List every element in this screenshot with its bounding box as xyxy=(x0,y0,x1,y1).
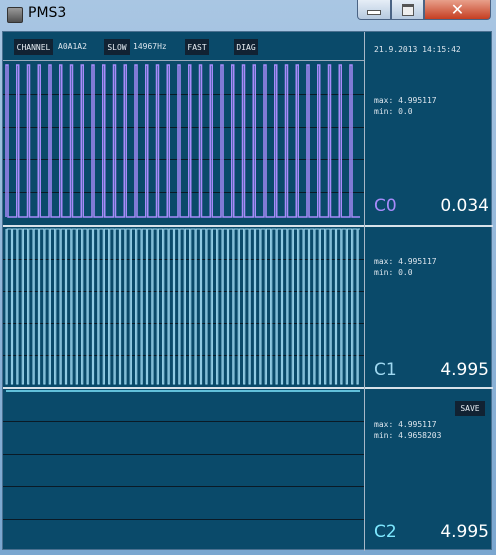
c0-waveform xyxy=(5,64,360,218)
title-bar[interactable]: PMS3 ✕ xyxy=(0,0,496,30)
plot-c0-canvas xyxy=(3,64,364,218)
maximize-icon xyxy=(401,3,414,16)
frequency-readout: 14967Hz xyxy=(133,42,167,51)
panel-c2: SAVE max: 4.995117 min: 4.9658203 C2 4.9… xyxy=(365,389,493,551)
plot-c2-canvas xyxy=(3,390,364,520)
save-button[interactable]: SAVE xyxy=(455,401,485,416)
toolbar: CHANNEL A0A1A2 SLOW 14967Hz FAST DIAG xyxy=(3,32,364,61)
c0-max: max: 4.995117 xyxy=(374,96,437,105)
c2-min: min: 4.9658203 xyxy=(374,431,442,440)
window-title: PMS3 xyxy=(28,5,67,21)
client-area: CHANNEL A0A1A2 SLOW 14967Hz FAST DIAG 21… xyxy=(2,31,493,551)
plot-c0 xyxy=(3,61,364,227)
panel-c0: 21.9.2013 14:15:42 max: 4.995117 min: 0.… xyxy=(365,32,493,227)
diag-button[interactable]: DIAG xyxy=(234,39,258,55)
datetime: 21.9.2013 14:15:42 xyxy=(374,45,461,54)
channel-button[interactable]: CHANNEL xyxy=(14,39,53,55)
slow-button[interactable]: SLOW xyxy=(104,39,130,55)
plot-c1 xyxy=(3,227,364,389)
c0-value: 0.034 xyxy=(440,196,489,216)
fast-button[interactable]: FAST xyxy=(185,39,209,55)
c1-value: 4.995 xyxy=(440,360,489,380)
maximize-button[interactable] xyxy=(391,0,424,20)
c1-max: max: 4.995117 xyxy=(374,257,437,266)
c0-label: C0 xyxy=(374,196,397,216)
c2-label: C2 xyxy=(374,522,397,542)
close-button[interactable]: ✕ xyxy=(424,0,491,20)
app-icon xyxy=(7,7,23,23)
c1-waveform xyxy=(5,228,360,385)
plot-c1-canvas xyxy=(3,228,364,385)
minimize-button[interactable] xyxy=(357,0,391,20)
c2-value: 4.995 xyxy=(440,522,489,542)
vertical-divider xyxy=(364,32,365,551)
c0-min: min: 0.0 xyxy=(374,107,413,116)
channel-value: A0A1A2 xyxy=(58,42,87,51)
c2-max: max: 4.995117 xyxy=(374,420,437,429)
c1-min: min: 0.0 xyxy=(374,268,413,277)
minimize-icon xyxy=(367,10,381,15)
c1-label: C1 xyxy=(374,360,397,380)
plot-c2 xyxy=(3,389,364,551)
close-icon: ✕ xyxy=(450,0,465,19)
panel-c1: max: 4.995117 min: 0.0 C1 4.995 xyxy=(365,227,493,389)
